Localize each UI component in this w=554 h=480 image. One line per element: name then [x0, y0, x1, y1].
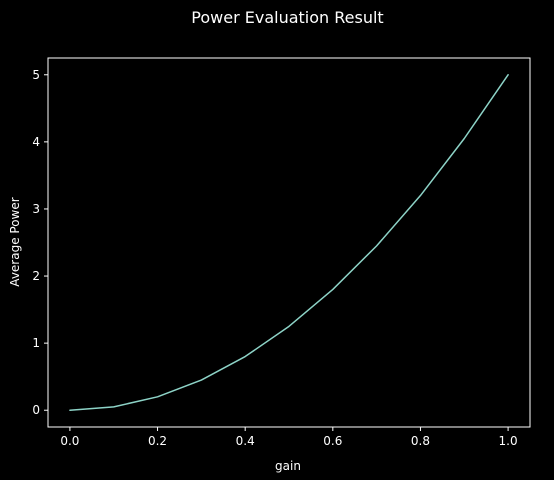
data-point [419, 195, 421, 197]
data-point [376, 245, 378, 247]
data-point [113, 406, 115, 408]
x-tick-label: 1.0 [499, 434, 518, 448]
data-point [157, 396, 159, 398]
y-tick-label: 5 [32, 68, 40, 82]
chart-title: Power Evaluation Result [191, 8, 383, 27]
plot-frame [47, 57, 531, 428]
x-tick-label: 0.4 [236, 434, 255, 448]
x-tick-label: 0.2 [148, 434, 167, 448]
data-point [69, 409, 71, 411]
y-tick-label: 3 [32, 202, 40, 216]
data-point [244, 356, 246, 358]
plot-area: 0.0 0.2 0.4 0.6 0.8 1.0 0 1 2 3 4 5 [32, 57, 531, 448]
x-tick-label: 0.0 [60, 434, 79, 448]
series-line [69, 74, 509, 411]
data-point [463, 138, 465, 140]
x-axis-label: gain [275, 459, 301, 473]
data-point [332, 288, 334, 290]
y-tick-label: 2 [32, 269, 40, 283]
y-tick-label: 1 [32, 336, 40, 350]
data-point [288, 325, 290, 327]
y-tick-label: 4 [32, 135, 40, 149]
x-tick-label: 0.8 [411, 434, 430, 448]
data-point [200, 379, 202, 381]
y-axis-label: Average Power [8, 197, 22, 286]
x-tick-label: 0.6 [323, 434, 342, 448]
y-tick-label: 0 [32, 403, 40, 417]
data-point [507, 74, 509, 76]
